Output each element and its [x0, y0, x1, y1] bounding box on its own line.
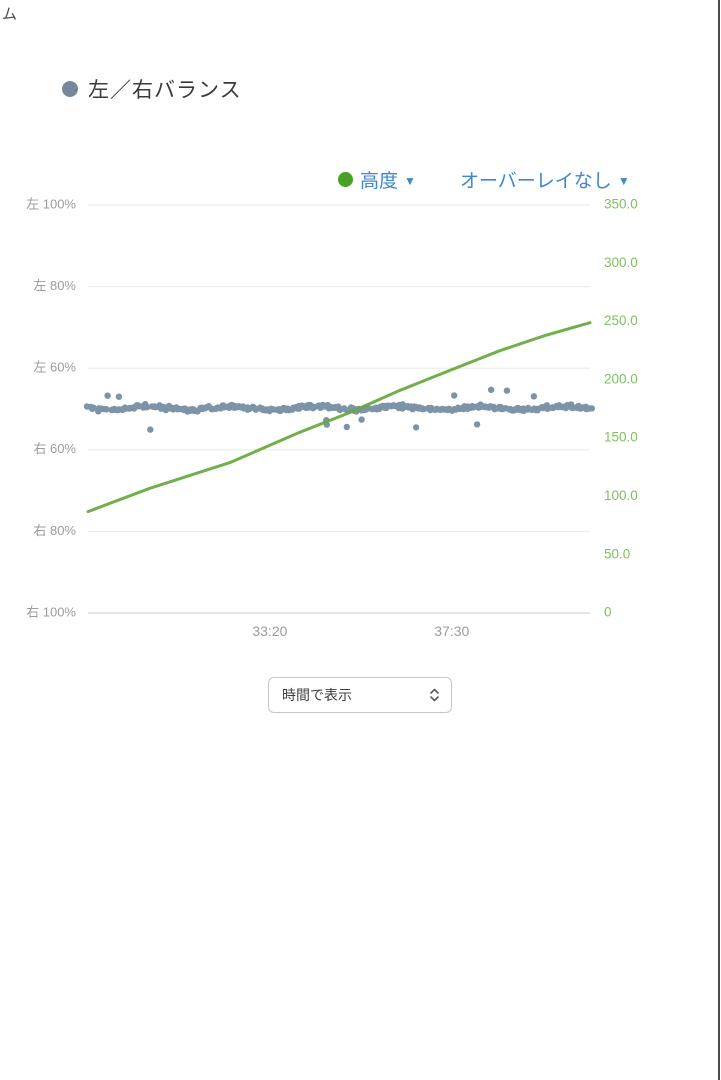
- right-axis-tick-label: 150.0: [604, 430, 638, 445]
- window-edge-line: [718, 0, 720, 1080]
- chart-title-row: 左／右バランス: [62, 74, 242, 104]
- overlay-dropdown[interactable]: オーバーレイなし ▼: [460, 166, 630, 193]
- caret-down-icon: ▼: [404, 173, 416, 188]
- left-axis-tick-label: 左 60%: [33, 360, 76, 375]
- altitude-line-series: [86, 321, 592, 514]
- left-axis-tick-label: 右 100%: [26, 604, 76, 619]
- left-axis-tick-label: 右 80%: [33, 523, 76, 538]
- right-axis-tick-label: 250.0: [604, 313, 638, 328]
- balance-altitude-chart: 左 100% 左 80% 左 60% 右 60% 右 80% 右 100% 350.0 300…: [26, 196, 638, 639]
- right-axis-tick-label: 200.0: [604, 371, 638, 386]
- left-axis-tick-label: 左 80%: [33, 278, 76, 293]
- caret-down-icon: ▼: [617, 173, 630, 188]
- altitude-series-dropdown[interactable]: 高度 ▼: [338, 166, 416, 193]
- left-axis-tick-label: 左 100%: [26, 196, 76, 211]
- left-axis-tick-label: 右 60%: [33, 441, 76, 456]
- altitude-series-dot: [338, 172, 353, 187]
- display-mode-select[interactable]: 時間で表示: [268, 677, 452, 713]
- right-axis-tick-label: 100.0: [604, 488, 638, 503]
- right-axis-tick-label: 50.0: [604, 546, 630, 561]
- clipped-header-text: ム: [2, 6, 18, 23]
- chart-title: 左／右バランス: [88, 79, 242, 102]
- right-axis-tick-label: 0: [604, 605, 612, 620]
- grid-and-axes: 左 100% 左 80% 左 60% 右 60% 右 80% 右 100% 350.0 300…: [26, 196, 638, 639]
- select-stepper-icon: [430, 688, 439, 702]
- overlay-label: オーバーレイなし: [460, 171, 612, 192]
- display-mode-value: 時間で表示: [282, 687, 352, 703]
- balance-series-dot: [62, 81, 78, 97]
- right-axis-tick-label: 300.0: [604, 255, 638, 270]
- x-axis-tick-label: 37:30: [434, 623, 469, 639]
- altitude-series-label: 高度: [360, 171, 399, 192]
- legend-row: 高度 ▼ オーバーレイなし ▼: [0, 166, 660, 194]
- x-axis-tick-label: 33:20: [252, 623, 287, 639]
- balance-scatter-series: [83, 386, 595, 433]
- right-axis-tick-label: 350.0: [604, 197, 638, 212]
